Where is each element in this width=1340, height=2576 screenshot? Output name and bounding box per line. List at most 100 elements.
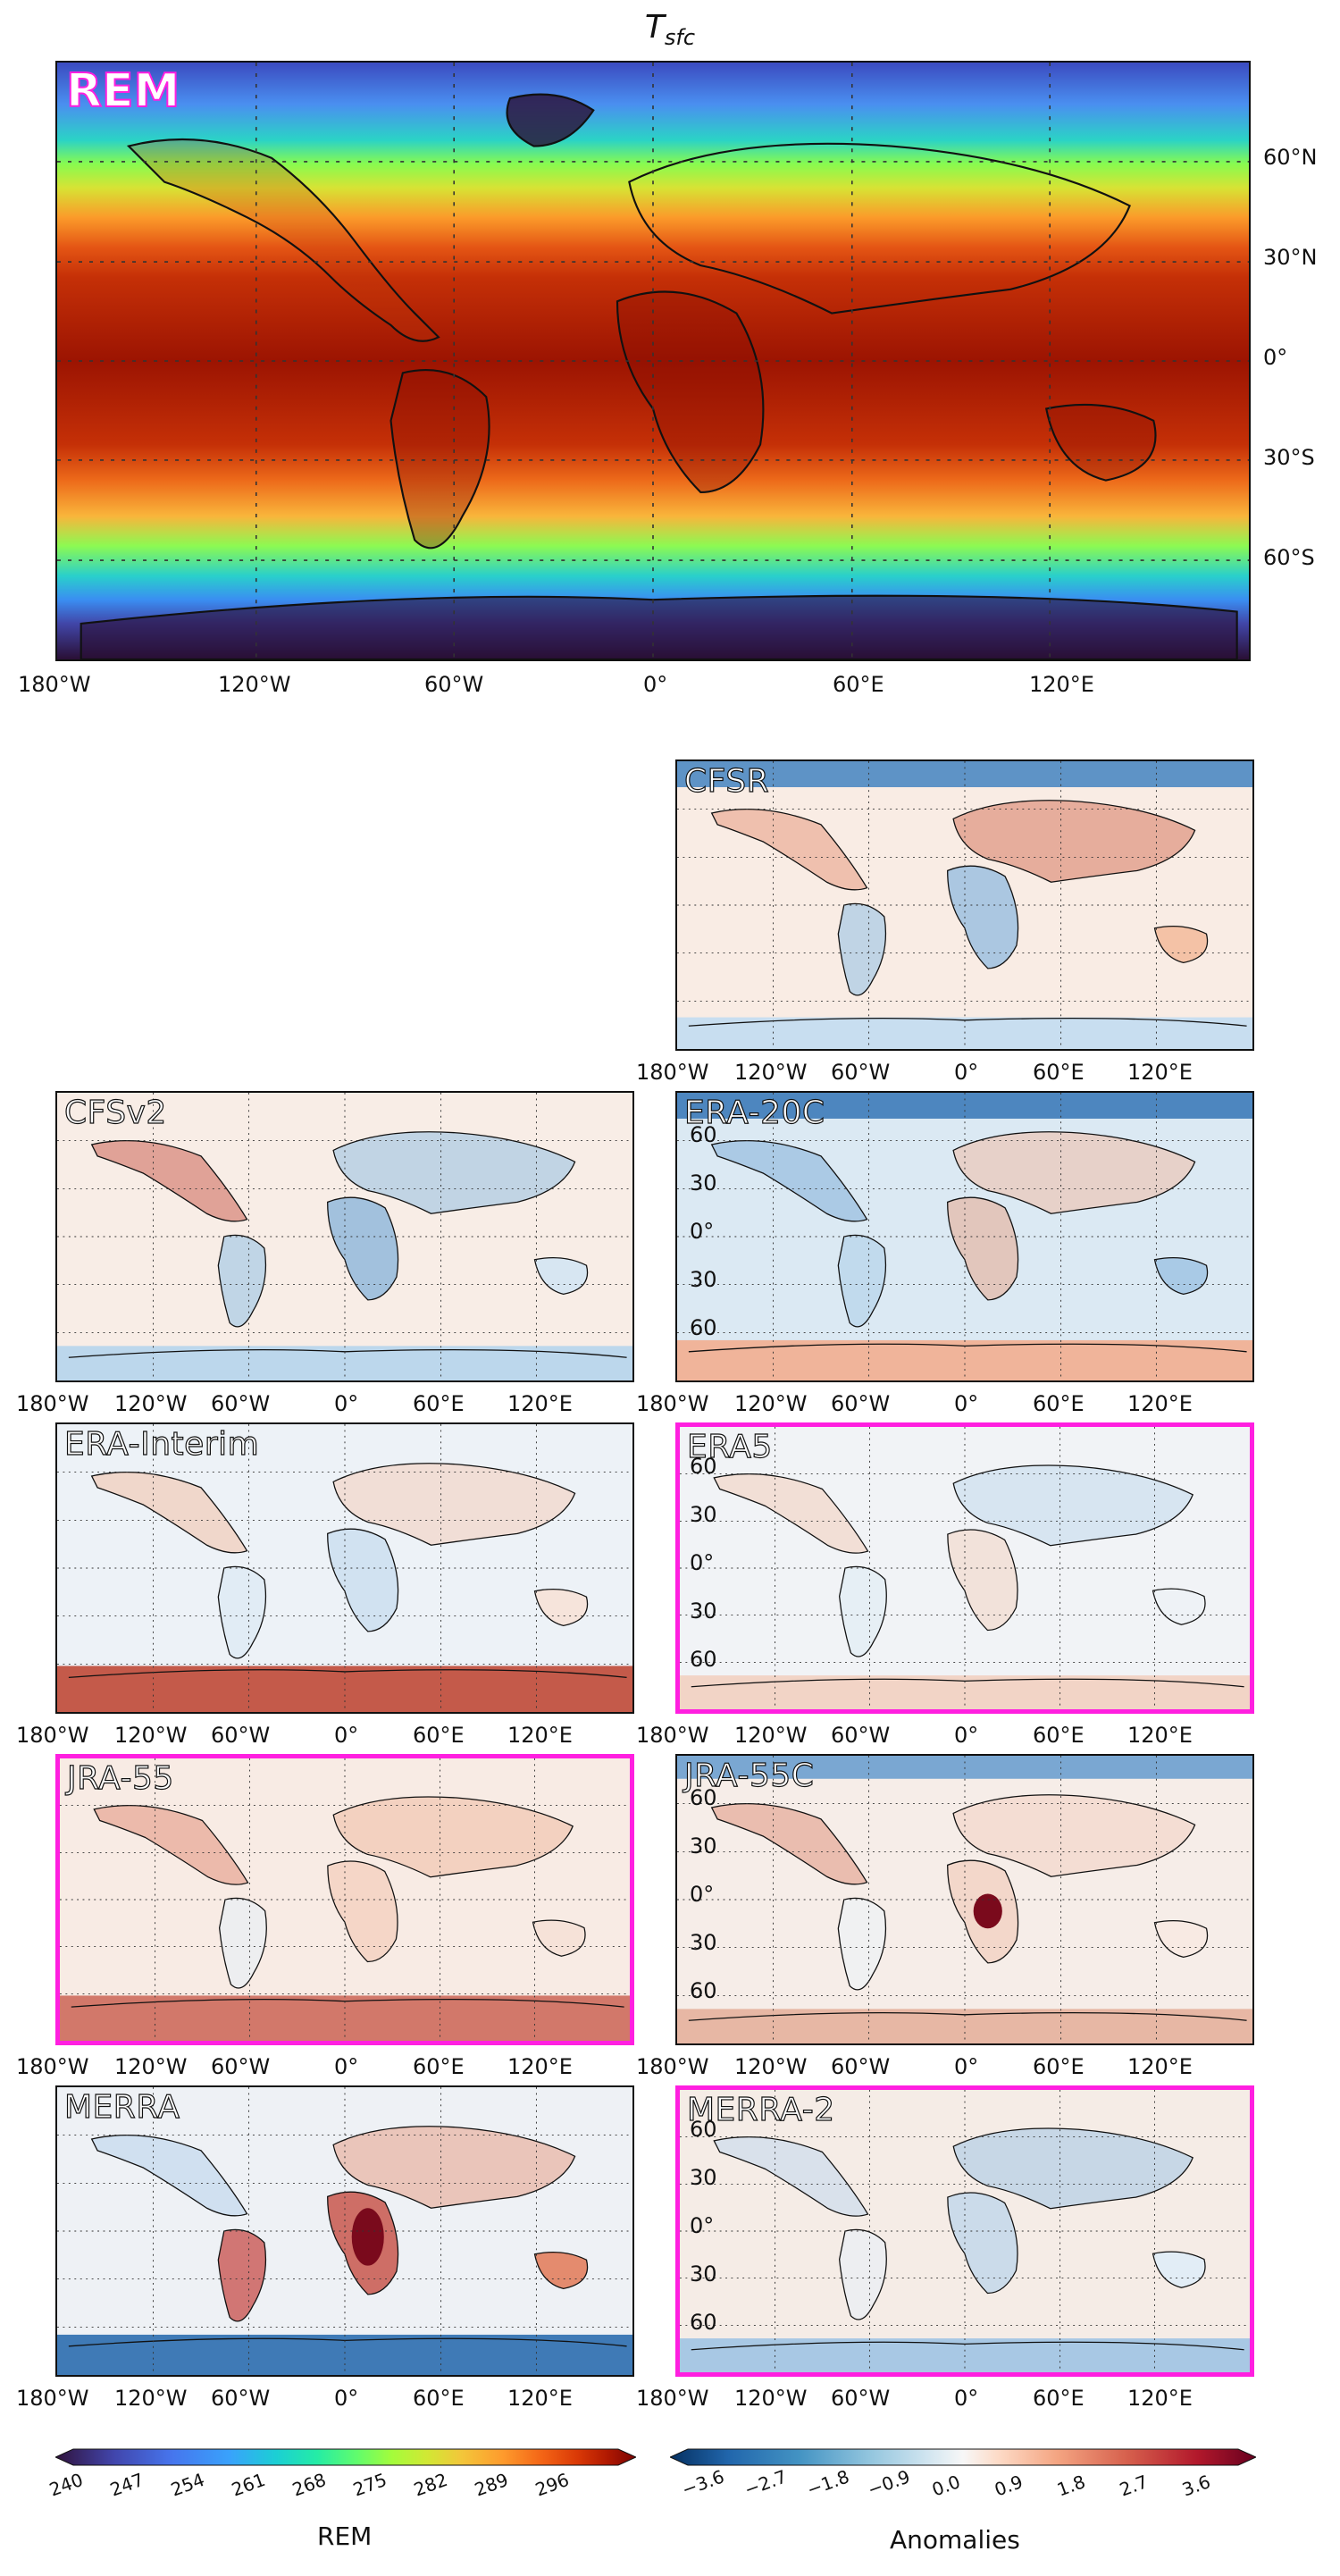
colorbar-tick: −0.9 — [865, 2465, 913, 2501]
lon-tick: 60°W — [211, 1723, 271, 1748]
lat-tick: 30 — [690, 1171, 717, 1196]
colorbar-tick: 3.6 — [1179, 2471, 1214, 2501]
lon-tick: 0° — [954, 1060, 979, 1085]
panel-label: ERA5 — [686, 1428, 773, 1465]
panel-label: CFSv2 — [63, 1094, 167, 1131]
lon-tick: 0° — [954, 1723, 979, 1748]
colorbar-tick: 268 — [289, 2468, 330, 2501]
lat-tick: 30 — [690, 2261, 717, 2287]
colorbar-tick: 282 — [411, 2468, 451, 2501]
rem-lat-tick: 0° — [1263, 345, 1288, 370]
rem-map — [57, 63, 1249, 659]
lat-tick: 0° — [690, 1882, 715, 1907]
panel-label: MERRA-2 — [686, 2091, 835, 2128]
lat-tick: 30 — [690, 1598, 717, 1624]
lon-tick: 120°E — [1127, 2054, 1193, 2079]
colorbar-anomalies — [668, 2448, 1258, 2466]
colorbar-tick: 2.7 — [1117, 2471, 1152, 2501]
lon-tick: 120°W — [734, 2386, 808, 2411]
lon-tick: 180°W — [16, 1723, 89, 1748]
colorbar-tick: 254 — [168, 2468, 208, 2501]
lon-tick: 180°W — [636, 1060, 709, 1085]
lat-tick: 60 — [690, 2117, 717, 2142]
lon-tick: 120°W — [114, 1391, 188, 1416]
lat-tick: 60 — [690, 1978, 717, 2003]
lat-tick: 30 — [690, 1267, 717, 1292]
anomaly-map — [677, 1093, 1252, 1380]
colorbar-tick: 247 — [107, 2468, 147, 2501]
rem-lon-tick: 60°E — [833, 672, 884, 697]
colorbar-tick: −3.6 — [679, 2465, 727, 2501]
colorbar-anomalies-bar — [668, 2448, 1258, 2466]
map-panel-era-20c: ERA-20C — [675, 1091, 1254, 1382]
map-panel-merra: MERRA — [55, 2085, 634, 2377]
lon-tick: 120°E — [1127, 2386, 1193, 2411]
colorbar-tick: 275 — [350, 2468, 390, 2501]
colorbar-rem — [54, 2448, 638, 2466]
map-panel-jra-55c: JRA-55C — [675, 1754, 1254, 2045]
lon-tick: 60°W — [831, 1723, 891, 1748]
lon-tick: 120°W — [114, 2054, 188, 2079]
panel-label: MERRA — [63, 2088, 180, 2126]
lon-tick: 0° — [954, 2386, 979, 2411]
colorbar-rem-label: REM — [317, 2521, 373, 2551]
lon-tick: 0° — [334, 2054, 359, 2079]
map-panel-era5: ERA5 — [675, 1422, 1254, 1714]
colorbar-tick: 0.9 — [992, 2471, 1026, 2501]
anomaly-map — [57, 2087, 632, 2375]
lon-tick: 120°E — [507, 2386, 573, 2411]
anomaly-map — [57, 1093, 632, 1380]
map-panel-merra-2: MERRA-2 — [675, 2085, 1254, 2377]
lat-tick: 60 — [690, 1315, 717, 1340]
lon-tick: 180°W — [16, 2054, 89, 2079]
lon-tick: 60°W — [831, 2054, 891, 2079]
lon-tick: 120°E — [1127, 1060, 1193, 1085]
lon-tick: 0° — [954, 1391, 979, 1416]
lat-tick: 60 — [690, 1454, 717, 1479]
lon-tick: 180°W — [636, 1391, 709, 1416]
anomaly-map — [680, 1427, 1250, 1709]
lon-tick: 60°E — [413, 1391, 465, 1416]
rem-lat-tick: 60°N — [1263, 145, 1318, 170]
lat-tick: 30 — [690, 1930, 717, 1955]
lat-tick: 30 — [690, 2165, 717, 2190]
lon-tick: 60°W — [211, 2054, 271, 2079]
lon-tick: 0° — [334, 2386, 359, 2411]
lon-tick: 60°E — [413, 1723, 465, 1748]
lon-tick: 180°W — [636, 2054, 709, 2079]
lat-tick: 60 — [690, 2310, 717, 2335]
lon-tick: 120°E — [507, 2054, 573, 2079]
lon-tick: 180°W — [636, 1723, 709, 1748]
lat-tick: 0° — [690, 1550, 715, 1575]
rem-gridlines — [57, 63, 1249, 659]
figure-title: Tsfc — [644, 9, 696, 51]
colorbar-tick: 289 — [472, 2468, 512, 2501]
lat-tick: 60 — [690, 1647, 717, 1672]
lat-tick: 60 — [690, 1122, 717, 1147]
rem-map-panel: REM — [55, 61, 1251, 661]
anomaly-map — [57, 1424, 632, 1712]
lon-tick: 120°W — [734, 1391, 808, 1416]
lon-tick: 120°E — [507, 1723, 573, 1748]
lat-tick: 0° — [690, 1219, 715, 1244]
lon-tick: 0° — [334, 1391, 359, 1416]
anomaly-map — [677, 761, 1252, 1049]
colorbar-tick: 261 — [229, 2468, 269, 2501]
colorbar-tick: 296 — [532, 2468, 573, 2501]
anomaly-map — [680, 2090, 1250, 2372]
lon-tick: 60°E — [1033, 2054, 1085, 2079]
lat-tick: 60 — [690, 1785, 717, 1810]
lon-tick: 60°W — [831, 1060, 891, 1085]
panel-label: ERA-20C — [683, 1094, 825, 1131]
map-panel-cfsr: CFSR — [675, 759, 1254, 1051]
anomaly-map — [677, 1756, 1252, 2043]
colorbar-tick: 240 — [46, 2468, 87, 2501]
lon-tick: 60°E — [1033, 1723, 1085, 1748]
rem-lat-tick: 30°S — [1263, 445, 1315, 470]
lon-tick: 60°E — [413, 2386, 465, 2411]
rem-lon-tick: 180°W — [18, 672, 91, 697]
rem-lon-tick: 120°W — [218, 672, 291, 697]
colorbar-tick: −2.7 — [741, 2465, 790, 2501]
lon-tick: 60°E — [1033, 1391, 1085, 1416]
rem-lat-tick: 30°N — [1263, 245, 1318, 270]
